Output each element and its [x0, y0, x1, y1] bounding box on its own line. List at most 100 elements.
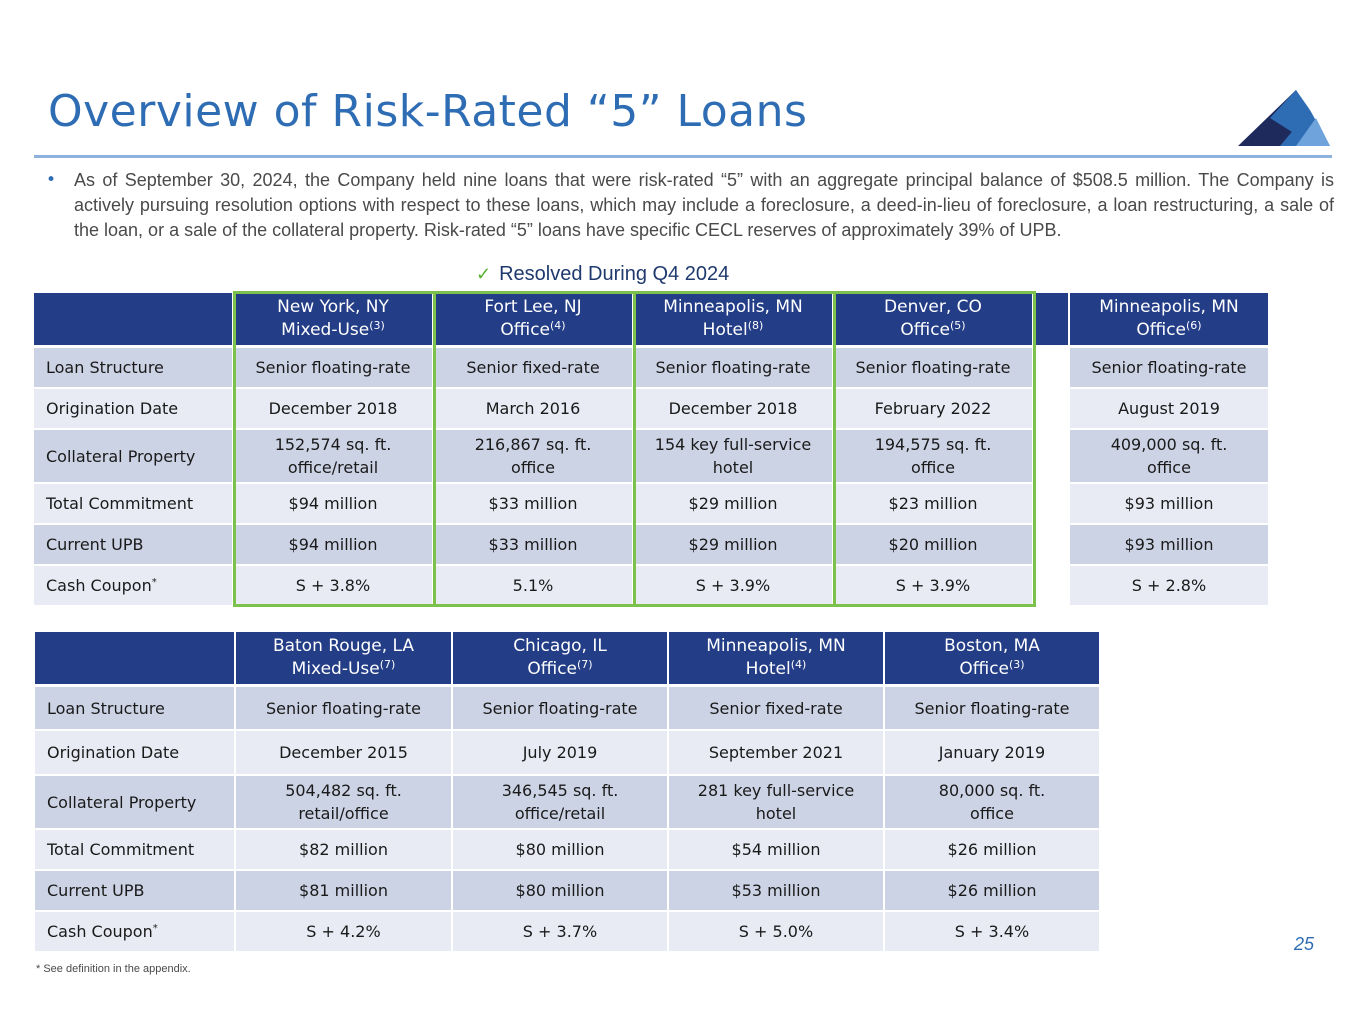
table-cell: S + 3.9% [834, 566, 1034, 607]
table-row: Total Commitment $82 million $80 million… [35, 830, 1101, 871]
table-row: Origination Date December 2018 March 201… [34, 389, 1270, 430]
table-cell: Senior floating-rate [236, 687, 453, 731]
column-gap [1034, 525, 1070, 566]
row-label: Loan Structure [34, 348, 234, 389]
column-gap [1034, 484, 1070, 525]
table-cell: January 2019 [885, 731, 1101, 776]
table-cell: $93 million [1070, 484, 1270, 525]
intro-bullet: • As of September 30, 2024, the Company … [46, 168, 1334, 243]
table-cell: December 2015 [236, 731, 453, 776]
column-header: Minneapolis, MN Hotel(8) [634, 293, 834, 348]
footnote: * See definition in the appendix. [36, 963, 191, 975]
row-label: Current UPB [34, 525, 234, 566]
table-cell: S + 3.4% [885, 912, 1101, 953]
resolved-legend: ✓ Resolved During Q4 2024 [476, 263, 729, 286]
table-row: Collateral Property 504,482 sq. ft. retai… [35, 776, 1101, 830]
row-label: Total Commitment [34, 484, 234, 525]
table-row: Cash Coupon* S + 3.8% 5.1% S + 3.9% S + … [34, 566, 1270, 607]
header-corner [35, 632, 236, 687]
table-cell: July 2019 [453, 731, 669, 776]
checkmark-icon: ✓ [476, 264, 492, 284]
table-cell: August 2019 [1070, 389, 1270, 430]
row-label: Origination Date [34, 389, 234, 430]
mountain-logo-icon [1238, 90, 1330, 146]
table-cell: 5.1% [434, 566, 634, 607]
row-label: Cash Coupon* [35, 912, 236, 953]
table-cell: $20 million [834, 525, 1034, 566]
table-row: Total Commitment $94 million $33 million… [34, 484, 1270, 525]
header-corner [34, 293, 234, 348]
table-header-row: Baton Rouge, LA Mixed-Use(7) Chicago, IL O… [35, 632, 1101, 687]
table-cell: $81 million [236, 871, 453, 912]
loans-table-2: Baton Rouge, LA Mixed-Use(7) Chicago, IL O… [35, 632, 1101, 953]
table-cell: $26 million [885, 871, 1101, 912]
table-cell: Senior fixed-rate [669, 687, 885, 731]
bullet-dot-icon: • [46, 170, 57, 190]
table-cell: $33 million [434, 525, 634, 566]
table-cell: Senior floating-rate [453, 687, 669, 731]
table-cell: Senior floating-rate [234, 348, 434, 389]
table-cell: Senior floating-rate [1070, 348, 1270, 389]
column-gap [1034, 566, 1070, 607]
table-cell: $94 million [234, 525, 434, 566]
table-cell: September 2021 [669, 731, 885, 776]
table-cell: March 2016 [434, 389, 634, 430]
table-row: Origination Date December 2015 July 2019… [35, 731, 1101, 776]
table-cell: S + 2.8% [1070, 566, 1270, 607]
table-cell: 154 key full-service hotel [634, 430, 834, 484]
table-cell: Senior floating-rate [885, 687, 1101, 731]
table-cell: December 2018 [234, 389, 434, 430]
column-header: New York, NY Mixed-Use(3) [234, 293, 434, 348]
table-cell: 504,482 sq. ft. retail/office [236, 776, 453, 830]
table-row: Loan Structure Senior floating-rate Seni… [35, 687, 1101, 731]
table-cell: 346,545 sq. ft. office/retail [453, 776, 669, 830]
table-cell: $54 million [669, 830, 885, 871]
column-header: Minneapolis, MN Office(6) [1070, 293, 1270, 348]
column-gap [1034, 389, 1070, 430]
row-label: Cash Coupon* [34, 566, 234, 607]
table-cell: $23 million [834, 484, 1034, 525]
row-label: Current UPB [35, 871, 236, 912]
table-cell: 152,574 sq. ft. office/retail [234, 430, 434, 484]
table-row: Loan Structure Senior floating-rate Seni… [34, 348, 1270, 389]
table-cell: $29 million [634, 484, 834, 525]
resolved-legend-label: Resolved During Q4 2024 [499, 263, 730, 285]
row-label: Loan Structure [35, 687, 236, 731]
table-cell: December 2018 [634, 389, 834, 430]
row-label: Origination Date [35, 731, 236, 776]
table-cell: 216,867 sq. ft. office [434, 430, 634, 484]
table-cell: $80 million [453, 830, 669, 871]
table-cell: Senior floating-rate [834, 348, 1034, 389]
column-gap [1034, 348, 1070, 389]
table-cell: $93 million [1070, 525, 1270, 566]
column-header: Baton Rouge, LA Mixed-Use(7) [236, 632, 453, 687]
page-title: Overview of Risk-Rated “5” Loans [48, 86, 808, 137]
row-label: Collateral Property [35, 776, 236, 830]
table-cell: $33 million [434, 484, 634, 525]
column-header: Minneapolis, MN Hotel(4) [669, 632, 885, 687]
row-label: Total Commitment [35, 830, 236, 871]
table-cell: S + 3.7% [453, 912, 669, 953]
table-cell: February 2022 [834, 389, 1034, 430]
table-cell: 409,000 sq. ft. office [1070, 430, 1270, 484]
column-header: Fort Lee, NJ Office(4) [434, 293, 634, 348]
column-gap [1034, 293, 1070, 348]
table-cell: $82 million [236, 830, 453, 871]
table-row: Collateral Property 152,574 sq. ft. offic… [34, 430, 1270, 484]
table-cell: S + 4.2% [236, 912, 453, 953]
table-cell: 194,575 sq. ft. office [834, 430, 1034, 484]
table-cell: $53 million [669, 871, 885, 912]
table-row: Cash Coupon* S + 4.2% S + 3.7% S + 5.0% … [35, 912, 1101, 953]
title-divider [34, 155, 1332, 158]
column-gap [1034, 430, 1070, 484]
table-cell: $26 million [885, 830, 1101, 871]
table-row: Current UPB $94 million $33 million $29 … [34, 525, 1270, 566]
page-number: 25 [1294, 934, 1315, 954]
table-row: Current UPB $81 million $80 million $53 … [35, 871, 1101, 912]
column-header: Boston, MA Office(3) [885, 632, 1101, 687]
table-cell: Senior floating-rate [634, 348, 834, 389]
column-header: Chicago, IL Office(7) [453, 632, 669, 687]
table-cell: $94 million [234, 484, 434, 525]
column-header: Denver, CO Office(5) [834, 293, 1034, 348]
table-cell: $80 million [453, 871, 669, 912]
